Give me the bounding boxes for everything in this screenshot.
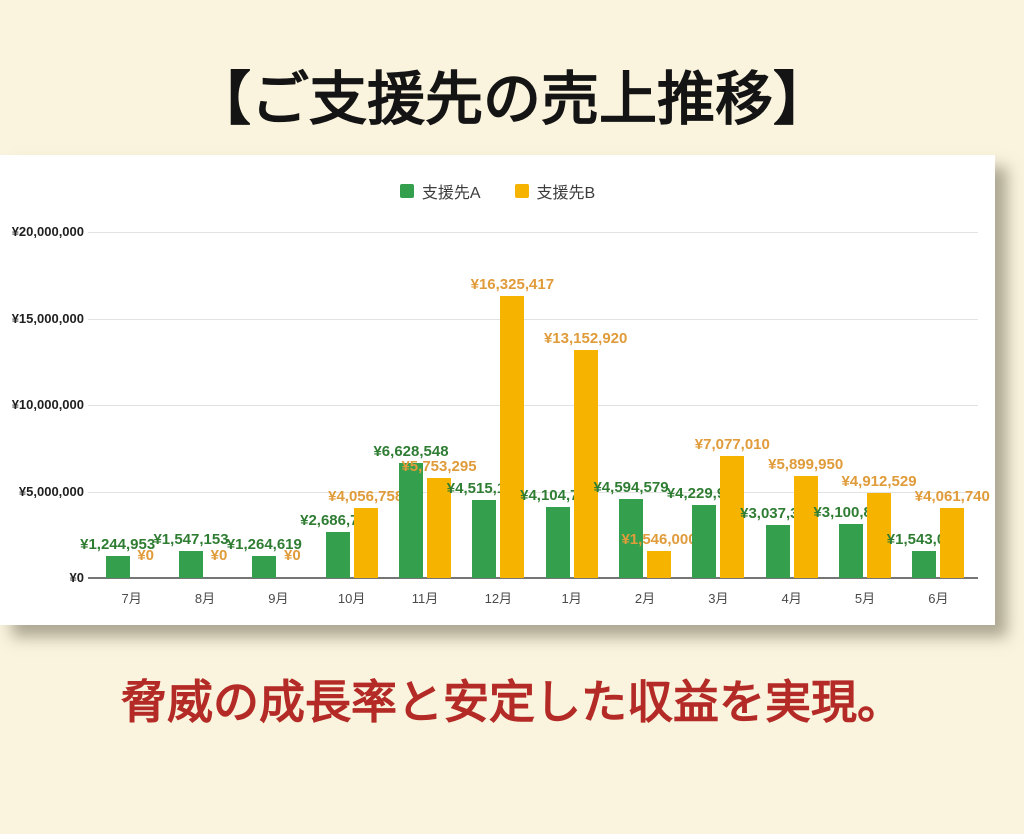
x-tick-label: 6月	[928, 591, 949, 606]
chart-panel: 支援先A 支援先B ¥0 ¥5,000,000 ¥10,000,000 ¥15,000…	[0, 155, 995, 625]
bar-series-a	[472, 499, 497, 578]
gridline	[88, 232, 978, 233]
bar-series-a	[692, 504, 717, 578]
bar-series-b	[500, 295, 525, 578]
bar-value-label: ¥4,056,758	[328, 487, 404, 505]
y-tick-label: ¥20,000,000	[11, 224, 84, 239]
legend-item-series-a: 支援先A	[399, 179, 481, 203]
y-tick-label: ¥15,000,000	[11, 310, 84, 326]
bar-value-label: ¥1,264,619	[226, 536, 302, 554]
bar-series-a	[325, 531, 350, 578]
x-tick-label: 2月	[634, 591, 656, 606]
y-tick-label: ¥0	[69, 570, 84, 585]
bar-value-label: ¥0	[137, 547, 154, 564]
bar-series-b	[427, 478, 451, 578]
bar-series-b	[573, 350, 598, 578]
bar-value-label: ¥0	[210, 547, 228, 564]
bar-value-label: ¥5,899,950	[768, 455, 844, 473]
x-tick-label: 1月	[561, 591, 582, 606]
legend-label-series-a: 支援先A	[421, 185, 481, 202]
x-tick-label: 9月	[268, 591, 289, 606]
bar-series-b	[720, 455, 745, 578]
bar-value-label: ¥13,152,920	[543, 330, 628, 348]
x-tick-label: 12月	[484, 591, 513, 606]
legend-swatch-green-icon	[399, 184, 414, 198]
bar-series-a	[545, 506, 570, 578]
bar-series-a	[839, 524, 863, 578]
bar-value-label: ¥6,628,548	[373, 443, 449, 461]
bar-series-b	[793, 475, 818, 578]
y-tick-label: ¥10,000,000	[11, 397, 84, 412]
caption-text: 脅威の成長率と安定した収益を実現。	[121, 676, 903, 728]
x-tick-label: 8月	[194, 591, 216, 606]
bar-series-b	[353, 507, 378, 578]
bar-chart-plot: ¥0 ¥5,000,000 ¥10,000,000 ¥15,000,000 ¥20,00…	[0, 155, 995, 625]
x-tick-label: 10月	[337, 591, 366, 606]
gridline	[88, 405, 978, 406]
y-tick-label: ¥5,000,000	[18, 483, 84, 499]
legend-item-series-b: 支援先B	[514, 179, 596, 203]
bar-series-a	[252, 556, 277, 578]
bar-value-label: ¥1,244,953	[80, 536, 156, 554]
x-axis-line	[88, 577, 978, 579]
x-tick-label: 4月	[781, 591, 802, 606]
bar-series-a	[619, 498, 643, 578]
x-tick-label: 5月	[854, 591, 876, 606]
x-tick-label: 3月	[708, 591, 729, 606]
bar-series-b	[940, 507, 965, 578]
x-tick-label: 7月	[121, 591, 142, 606]
page-title: 【ご支援先の売上推移】	[192, 67, 831, 132]
bar-series-a	[105, 556, 130, 578]
bar-value-label: ¥7,077,010	[694, 435, 770, 453]
bar-value-label: ¥16,325,417	[470, 275, 555, 293]
chart-legend: 支援先A 支援先B	[0, 179, 995, 203]
legend-label-series-b: 支援先B	[536, 185, 596, 202]
bar-value-label: ¥4,912,529	[841, 473, 917, 490]
bar-value-label: ¥4,061,740	[914, 487, 990, 505]
bar-series-b	[647, 551, 671, 578]
bar-value-label: ¥1,546,000	[621, 531, 697, 549]
bar-series-b	[867, 493, 891, 578]
x-tick-label: 11月	[411, 591, 439, 606]
gridline	[88, 318, 978, 320]
bar-value-label: ¥0	[283, 547, 301, 564]
bar-value-label: ¥5,753,295	[401, 458, 477, 476]
bar-value-label: ¥1,547,153	[153, 531, 229, 549]
bar-series-a	[179, 551, 203, 578]
bar-series-a	[765, 525, 790, 578]
bar-series-a	[912, 551, 937, 578]
legend-swatch-yellow-icon	[514, 184, 529, 198]
bar-series-a	[399, 463, 423, 578]
bar-value-label: ¥4,594,579	[593, 478, 669, 496]
gridline	[88, 491, 978, 493]
